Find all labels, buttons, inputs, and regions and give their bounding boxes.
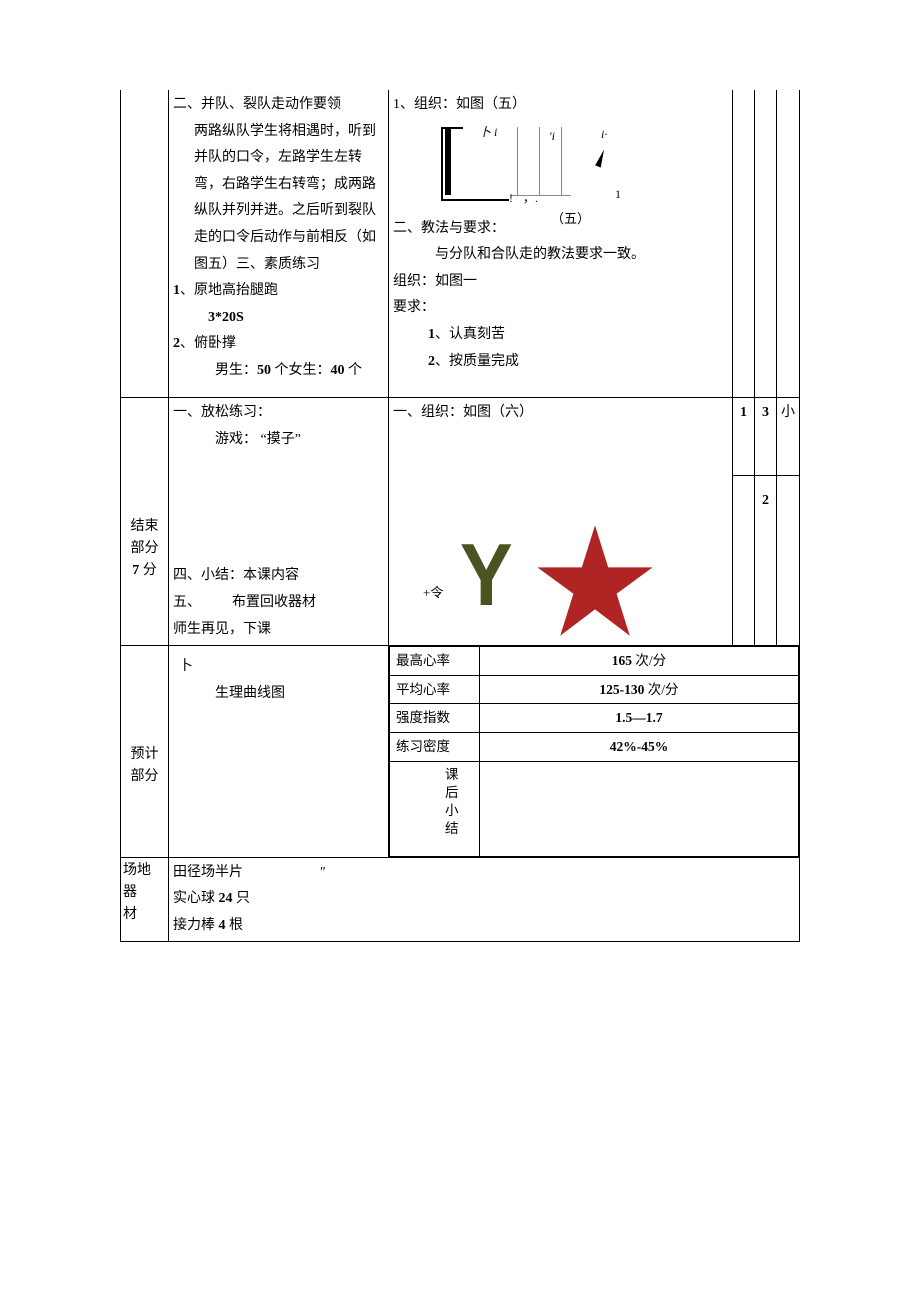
item1-text: 、原地高抬腿跑: [180, 283, 278, 298]
num2: 2: [173, 336, 180, 351]
item-high-knee: 1、原地高抬腿跑: [173, 278, 384, 305]
intensity-value: 1.5—1.7: [480, 704, 799, 733]
avg-hr-value: 125-130 次/分: [480, 675, 799, 704]
end-blank1: [733, 476, 755, 646]
end-blank2: [777, 476, 800, 646]
method-line4: 组织：如图一: [393, 269, 728, 296]
venue-line1: 田径场半片 ″: [173, 860, 795, 887]
relax-heading: 一、放松练习：: [173, 400, 384, 427]
section-venue: 场地器 材 田径场半片 ″ 实心球 24 只 接力棒 4 根: [121, 857, 800, 942]
item2-text: 、俯卧撑: [180, 336, 236, 351]
fig6-label: +令: [423, 581, 443, 606]
max-hr-value: 165 次/分: [480, 647, 799, 676]
max-hr-label: 最高心率: [390, 647, 480, 676]
req2: 2、按质量完成: [393, 349, 728, 376]
curve-sym: 卜: [173, 648, 193, 681]
afterclass-label: 课后小结: [425, 761, 480, 856]
avg-hr-label: 平均心率: [390, 675, 480, 704]
afterclass-row: 课后小结: [390, 761, 799, 856]
req1: 1、认真刻苦: [393, 322, 728, 349]
equipment-line: 五、 布置回收器材: [173, 590, 384, 617]
para-bindui-lie: 两路纵队学生将相遇时，听到并队的口令，左路学生左转弯，右路学生右转弯；成两路纵队…: [173, 119, 384, 279]
afterclass-content: [480, 761, 799, 856]
section-end-1: 结束 部分 7 分 一、放松练习： 游戏： “摸子” 四、小结：本课内容 五、 …: [121, 398, 800, 476]
metric-avg-hr: 平均心率 125-130 次/分: [390, 675, 799, 704]
intensity-label: 强度指数: [390, 704, 480, 733]
curve-label: 生理曲线图: [173, 686, 285, 701]
star-icon: [535, 523, 655, 637]
metric-intensity: 强度指数 1.5—1.7: [390, 704, 799, 733]
curve-cell: 卜 生理曲线图: [169, 646, 389, 858]
metrics-table: 最高心率 165 次/分 平均心率 125-130 次/分 强度指数 1.5—1…: [389, 646, 799, 857]
end-method: 一、组织：如图（六） +令 Y: [389, 398, 733, 646]
num1: 1: [173, 283, 180, 298]
method-line5: 要求：: [393, 295, 728, 322]
item2-detail: 男生：50 个女生：40 个: [173, 358, 384, 385]
density-label: 练习密度: [390, 733, 480, 762]
section-basic-continued: 二、并队、裂队走动作要领 两路纵队学生将相遇时，听到并队的口令，左路学生左转弯，…: [121, 90, 800, 398]
figure-six-diagram: +令 Y: [423, 527, 728, 637]
figure-five-diagram: 卜 i 'i i· —! ，. 1 （五）: [423, 121, 728, 216]
section-label-end: 结束 部分 7 分: [121, 398, 169, 646]
basic-method: 1、组织：如图（五） 卜 i 'i i· —! ，. 1 （五） 二、教法与要求…: [389, 90, 733, 398]
afterclass-pad: [390, 761, 425, 856]
col-intensity: [777, 90, 800, 398]
venue-line2: 实心球 24 只: [173, 886, 795, 913]
col-times: [733, 90, 755, 398]
section-forecast: 预计 部分 卜 生理曲线图 最高心率 165 次/分 平均心率 125-130 …: [121, 646, 800, 858]
metric-density: 练习密度 42%-45%: [390, 733, 799, 762]
col-count: [755, 90, 777, 398]
section-label-venue: 场地器 材: [121, 857, 169, 942]
item1-detail: 3*20S: [173, 305, 384, 332]
end-c4: 2: [755, 476, 777, 646]
venue-content: 田径场半片 ″ 实心球 24 只 接力棒 4 根: [169, 857, 800, 942]
venue-line3: 接力棒 4 根: [173, 913, 795, 940]
lesson-plan-table: 二、并队、裂队走动作要领 两路纵队学生将相遇时，听到并队的口令，左路学生左转弯，…: [120, 90, 800, 942]
end-content: 一、放松练习： 游戏： “摸子” 四、小结：本课内容 五、 布置回收器材 师生再…: [169, 398, 389, 646]
item-pushup: 2、俯卧撑: [173, 331, 384, 358]
heading-bindui-lie: 二、并队、裂队走动作要领: [173, 92, 384, 119]
game-line: 游戏： “摸子”: [173, 427, 384, 454]
density-value: 42%-45%: [480, 733, 799, 762]
y-letter-icon: Y: [460, 531, 513, 619]
summary-line: 四、小结：本课内容: [173, 563, 384, 590]
section-label-forecast: 预计 部分: [121, 646, 169, 858]
method-line1: 1、组织：如图（五）: [393, 92, 728, 119]
metric-max-hr: 最高心率 165 次/分: [390, 647, 799, 676]
method-line3: 与分队和合队走的教法要求一致。: [393, 242, 728, 269]
metrics-wrapper: 最高心率 165 次/分 平均心率 125-130 次/分 强度指数 1.5—1…: [389, 646, 800, 858]
dismiss-line: 师生再见，下课: [173, 617, 384, 644]
end-c3: 小: [777, 398, 800, 476]
end-c2: 3: [755, 398, 777, 476]
org-line: 一、组织：如图（六）: [393, 400, 728, 427]
basic-content: 二、并队、裂队走动作要领 两路纵队学生将相遇时，听到并队的口令，左路学生左转弯，…: [169, 90, 389, 398]
section-label-basic: [121, 90, 169, 398]
end-c1: 1: [733, 398, 755, 476]
